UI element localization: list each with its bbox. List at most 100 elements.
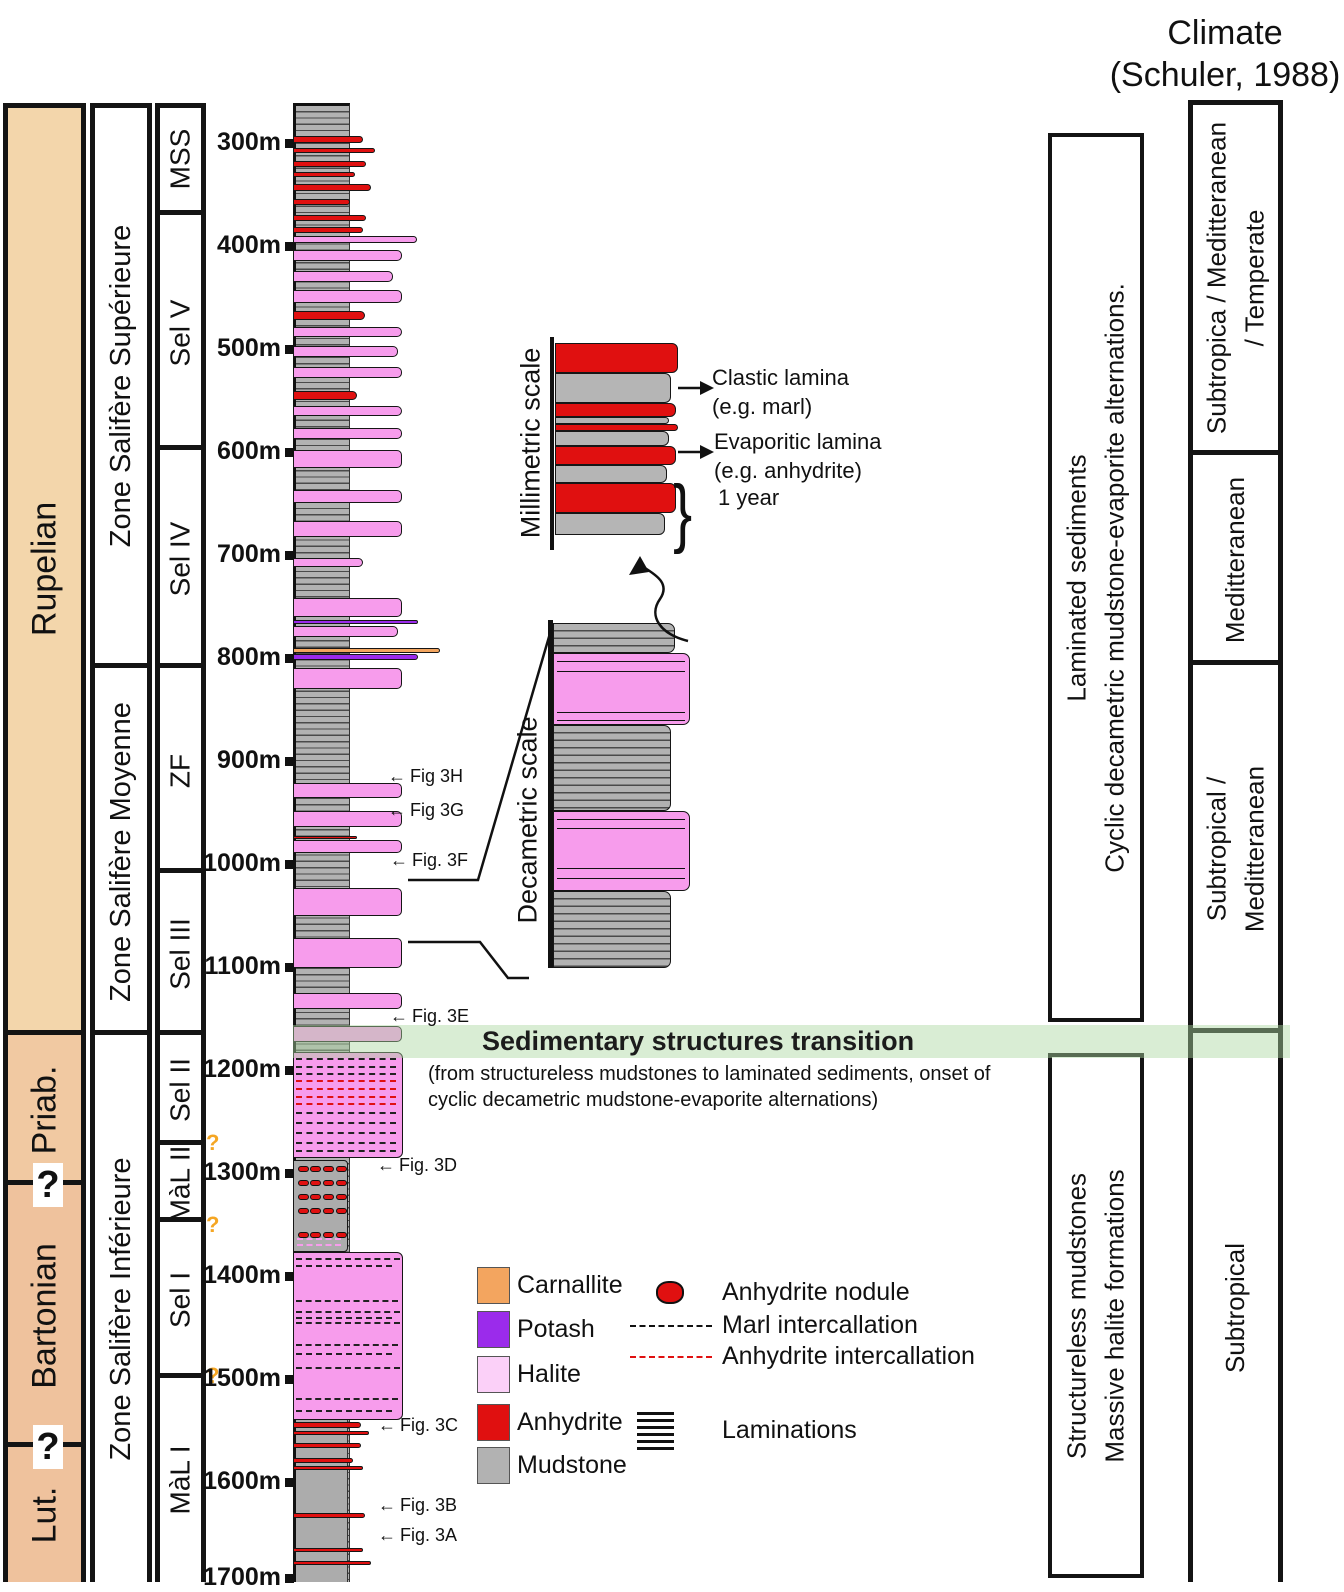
subzone-label-3: ZF (164, 753, 196, 788)
halite-bed (293, 558, 363, 567)
left-arrow-icon: ← (378, 1415, 396, 1435)
halite-bed (293, 250, 402, 261)
subzone-section-3 (155, 668, 206, 873)
legend-anhydrite-nodule-symbol (656, 1281, 684, 1304)
depth-tick-800m (285, 654, 294, 663)
halite-bed (293, 1026, 402, 1042)
marl-intercalation-line (296, 1258, 400, 1260)
depth-label-1300m: 1300m (203, 1158, 281, 1186)
marl-intercalation-line (296, 1311, 400, 1313)
mm-red-lamina (555, 446, 676, 465)
interpretation-box-label-0: Laminated sediments Cyclic decametric mu… (1061, 282, 1129, 873)
mm-ann-label-1: Evaporitic lamina (714, 429, 882, 454)
anhydrite-nodule (298, 1208, 309, 1214)
fig-label: Fig 3H (410, 766, 464, 786)
transition-subtitle-line2: cyclic decametric mudstone-evaporite alt… (428, 1089, 879, 1111)
depth-tick-600m (285, 448, 294, 457)
anhydrite-bed (293, 227, 363, 233)
dm-internal-line (557, 868, 685, 869)
anhydrite-intercalation-line (296, 1080, 396, 1082)
legend-symbol-label-3: Laminations (722, 1416, 857, 1444)
anhydrite-bed (293, 184, 371, 191)
interpretation-box-1 (1048, 1053, 1144, 1578)
depth-tick-300m (285, 139, 294, 148)
marl-intercalation-line (296, 1112, 396, 1114)
anhydrite-bed (293, 836, 357, 839)
depth-tick-1400m (285, 1272, 294, 1281)
marl-intercalation-line (296, 1265, 392, 1267)
marl-intercalation-line (296, 1122, 396, 1124)
climate-label-3: Subtropical (1219, 1242, 1250, 1373)
anhydrite-bed (293, 1458, 353, 1463)
marl-intercalation-line (296, 1058, 396, 1060)
zone-label-2: Zone Salifère Inférieure (104, 1156, 137, 1461)
anhydrite-bed (293, 1443, 361, 1448)
halite-bed (293, 346, 398, 357)
fig-marker-Fig3C: ← Fig. 3C (378, 1415, 458, 1436)
depth-label-800m: 800m (217, 643, 281, 671)
transition-subtitle-line1: (from structureless mudstones to laminat… (428, 1063, 991, 1085)
subzone-section-6 (155, 1145, 206, 1222)
dm-internal-line (557, 712, 685, 713)
anhydrite-nodule (323, 1208, 334, 1214)
stage-qmark-0: ? (33, 1163, 63, 1207)
climate-label-0: Subtropica / Meditteranean / Temperate (1200, 121, 1269, 434)
anhydrite-nodule (336, 1180, 347, 1186)
legend-label-3: Anhydrite (517, 1408, 623, 1436)
mm-ann-label-0: Clastic lamina (712, 365, 849, 390)
marl-intercalation-line (296, 1300, 398, 1302)
dm-internal-line (557, 878, 685, 879)
subzone-section-0 (155, 103, 206, 215)
marl-intercalation-line (296, 1142, 396, 1144)
legend-label-2: Halite (517, 1360, 581, 1388)
subzone-section-7 (155, 1222, 206, 1378)
anhydrite-nodule (336, 1194, 347, 1200)
legend-symbol-label-2: Anhydrite intercallation (722, 1342, 975, 1370)
anhydrite-nodule (336, 1166, 347, 1172)
halite-bed (293, 490, 402, 503)
left-arrow-icon: ← (388, 766, 406, 786)
marl-intercalation-line (296, 1317, 392, 1319)
legend-swatch-2 (477, 1356, 510, 1393)
subzone-qmark-1: ? (206, 1212, 220, 1237)
carnallite-bed (293, 648, 440, 653)
left-arrow-icon: ← (390, 1006, 408, 1026)
mm-red-lamina (555, 343, 678, 373)
left-arrow-icon: ← (388, 800, 406, 820)
legend-label-1: Potash (517, 1315, 595, 1343)
potash-bed (293, 654, 418, 660)
anhydrite-bed (293, 1431, 369, 1435)
mm-gray-lamina (555, 513, 665, 535)
halite-bed (293, 450, 402, 468)
stage-label-1: Priab. (24, 1065, 63, 1155)
depth-label-300m: 300m (217, 128, 281, 156)
mm-red-lamina (555, 483, 676, 513)
dm-glam-bed (553, 891, 671, 968)
depth-label-900m: 900m (217, 746, 281, 774)
interpretation-box-0 (1048, 133, 1144, 1022)
legend-label-0: Carnallite (517, 1271, 623, 1299)
halite-bed (293, 598, 402, 617)
depth-tick-400m (285, 242, 294, 251)
halite-bed (293, 290, 402, 303)
climate-label-1: Meditteranean (1219, 476, 1250, 644)
anhydrite-nodule (336, 1208, 347, 1214)
subzone-section-5 (155, 1035, 206, 1145)
halite-bed (293, 626, 398, 637)
depth-tick-1700m (285, 1574, 294, 1583)
fig-label: Fig. 3D (399, 1155, 458, 1175)
stage-label-2: Bartonian (24, 1243, 63, 1389)
subzone-label-7: Sel I (164, 1271, 196, 1329)
subzone-label-5: Sel II (164, 1058, 196, 1122)
depth-label-1700m: 1700m (203, 1563, 281, 1591)
climate-section-2 (1188, 665, 1283, 1033)
stage-section-0 (3, 103, 86, 1035)
left-arrow-icon: ← (378, 1495, 396, 1515)
anhydrite-nodule (323, 1180, 334, 1186)
fig-marker-Fig3G: ← Fig 3G (388, 800, 464, 821)
fig-label: Fig 3G (410, 800, 465, 820)
anhydrite-nodule (298, 1166, 309, 1172)
halite-bed (293, 367, 402, 378)
depth-label-500m: 500m (217, 334, 281, 362)
anhydrite-bed (293, 1466, 363, 1470)
